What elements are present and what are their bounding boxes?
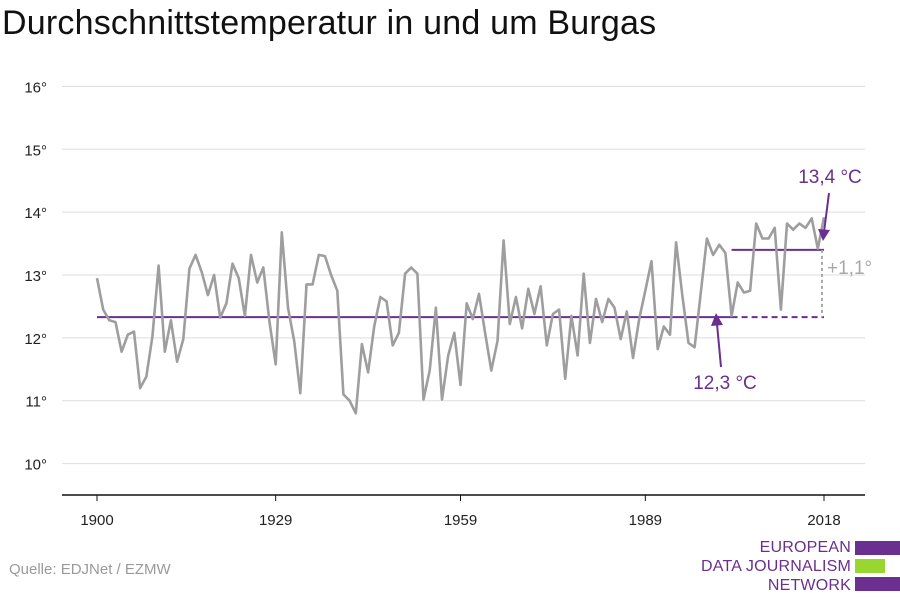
y-tick-label: 10°: [24, 457, 47, 474]
chart-title: Durchschnittstemperatur in und um Burgas: [2, 4, 657, 42]
recent-arrow-shaft: [823, 192, 830, 233]
recent-arrow-head: [818, 229, 830, 241]
delta-label: +1,1°: [827, 258, 872, 279]
y-tick-label: 11°: [25, 394, 47, 411]
series-line: [95, 216, 826, 415]
logo-bar-purple-top: [855, 541, 900, 555]
x-tick-label: 2018: [807, 512, 840, 529]
x-tick-label: 1929: [259, 512, 292, 529]
y-tick-label: 16°: [24, 79, 47, 96]
logo-bar-purple-bottom: [855, 577, 900, 591]
series-layer: [95, 216, 826, 415]
annotations: 13,4 °C 12,3 °C +1,1°: [693, 167, 872, 394]
y-tick-label: 14°: [24, 205, 47, 222]
gridlines: [62, 85, 865, 465]
axes: 10° 11° 12° 13° 14° 15° 16° 1900 1929 1959 1989 201…: [24, 79, 865, 529]
logo-text: EUROPEAN DATA JOURNALISM NETWORK: [701, 538, 851, 595]
logo-bar-green: [855, 559, 885, 573]
baseline-average-label: 12,3 °C: [693, 373, 757, 394]
baseline-arrow-shaft: [716, 323, 722, 368]
edjnet-logo: EUROPEAN DATA JOURNALISM NETWORK: [700, 538, 900, 596]
recent-average-label: 13,4 °C: [798, 167, 862, 188]
y-tick-label: 13°: [24, 268, 47, 285]
x-tick-label: 1900: [80, 512, 113, 529]
y-tick-label: 12°: [24, 331, 47, 348]
logo-line-2: DATA JOURNALISM: [701, 558, 851, 575]
baseline-arrow-head: [711, 313, 723, 326]
x-tick-label: 1959: [444, 512, 477, 529]
y-tick-label: 15°: [24, 142, 47, 159]
x-tick-label: 1989: [629, 512, 662, 529]
logo-line-1: EUROPEAN: [759, 539, 851, 556]
logo-line-3: NETWORK: [767, 577, 851, 594]
source-note: Quelle: EDJNet / EZMW: [9, 561, 171, 578]
